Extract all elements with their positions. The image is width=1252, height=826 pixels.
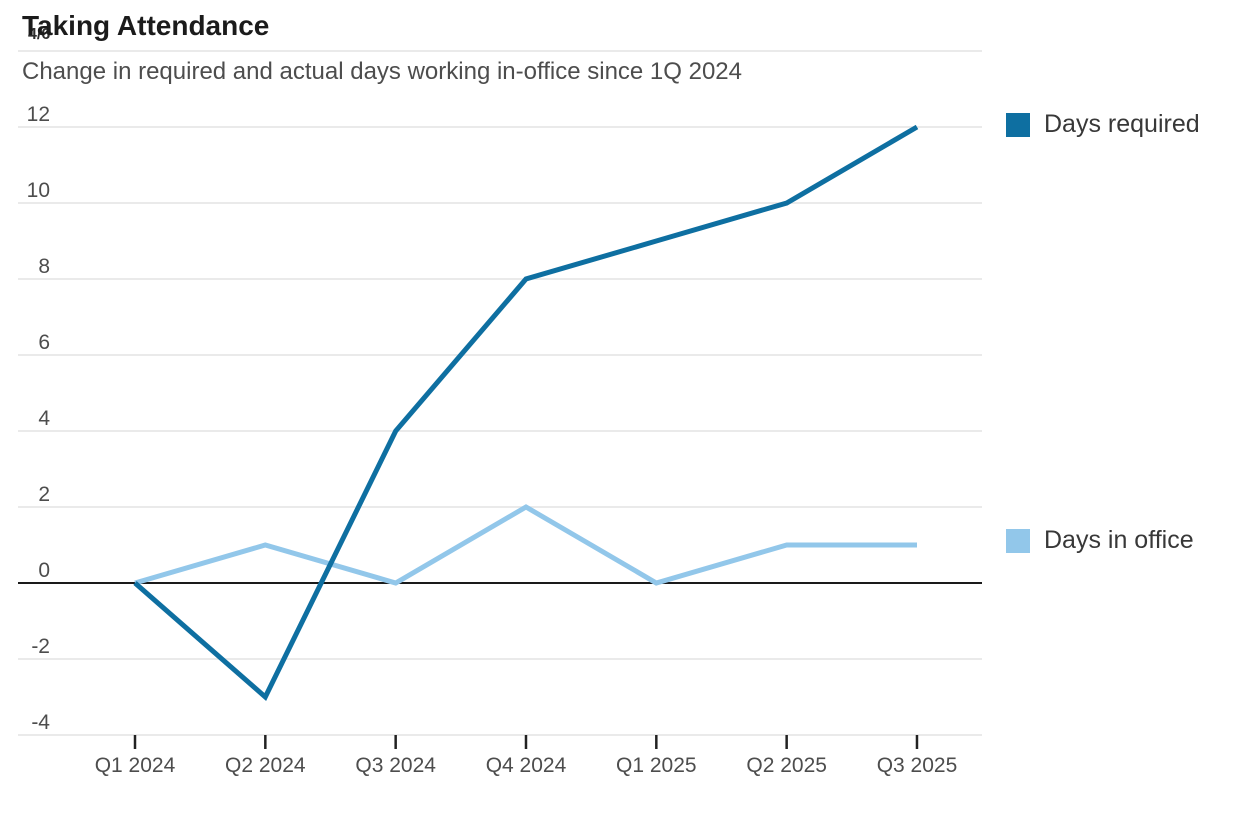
x-axis-label-7: Q3 2025 [877, 754, 958, 777]
page-indicator: 4/6 [28, 26, 51, 43]
y-axis-label-2: 2 [38, 483, 50, 506]
y-axis-label-8: 8 [38, 255, 50, 278]
legend-label-days-required: Days required [1044, 110, 1200, 138]
x-axis-label-6: Q2 2025 [746, 754, 827, 777]
chart-subtitle: Change in required and actual days worki… [22, 58, 742, 85]
chart-title: Taking Attendance [22, 10, 270, 41]
y-axis-label-12: 12 [27, 103, 50, 126]
y-axis-label-6: 6 [38, 331, 50, 354]
days-in-office-swatch-icon [1006, 528, 1030, 553]
x-axis-label-5: Q1 2025 [616, 754, 697, 777]
legend-item-days-in-office: Days in office [1006, 526, 1194, 555]
y-axis-label--2: -2 [31, 635, 50, 658]
y-axis-label--4: -4 [31, 711, 50, 734]
legend-item-days-required: Days required [1006, 110, 1200, 139]
x-axis-label-3: Q3 2024 [355, 754, 436, 777]
y-axis-label-0: 0 [38, 559, 50, 582]
x-axis-label-1: Q1 2024 [95, 754, 176, 777]
y-axis-label-4: 4 [38, 407, 50, 430]
days-required-swatch-icon [1006, 112, 1030, 137]
x-axis-label-4: Q4 2024 [486, 754, 567, 777]
y-axis-label-10: 10 [27, 179, 50, 202]
legend-label-days-in-office: Days in office [1044, 526, 1194, 554]
series-line-days-required [133, 124, 919, 702]
x-axis-label-2: Q2 2024 [225, 754, 306, 777]
series-line-days-in-office [134, 504, 917, 586]
